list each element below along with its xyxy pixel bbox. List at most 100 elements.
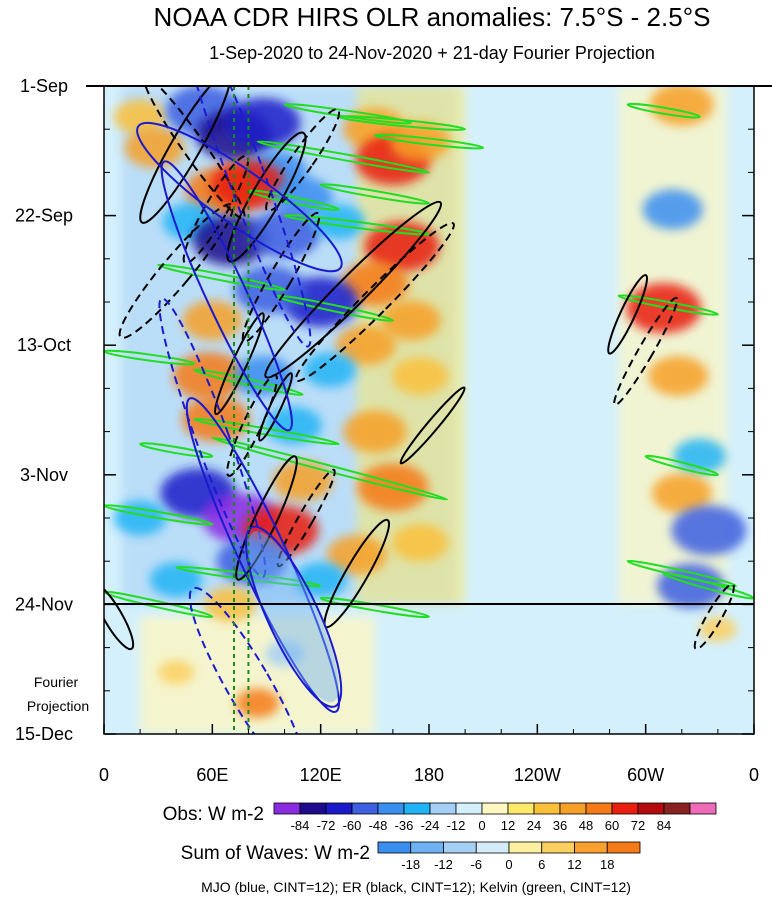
anomaly-blob-43 xyxy=(642,189,703,230)
mjo-contour-6 xyxy=(188,586,309,734)
obs-colorbar-level-1: -72 xyxy=(317,818,336,833)
waves-colorbar-level-2: -6 xyxy=(470,857,482,872)
x-tick-label-4: 120W xyxy=(514,765,561,785)
waves-colorbar-level-4: 6 xyxy=(538,857,545,872)
anomaly-blob-20 xyxy=(182,300,243,341)
obs-colorbar-level-12: 60 xyxy=(605,818,619,833)
waves-colorbar-swatch-3 xyxy=(475,841,510,854)
obs-colorbar-swatch-10 xyxy=(533,802,561,815)
anomaly-blob-45 xyxy=(648,356,709,397)
anomaly-blob-47 xyxy=(651,473,712,514)
obs-colorbar-level-4: -36 xyxy=(395,818,414,833)
kelvin-contour-7 xyxy=(157,263,286,292)
obs-colorbar-level-0: -84 xyxy=(291,818,310,833)
anomaly-blob-42 xyxy=(649,86,714,126)
obs-colorbar-swatch-13 xyxy=(611,802,639,815)
waves-colorbar-swatch-7 xyxy=(606,841,641,854)
mjo-projection-shading xyxy=(248,531,339,703)
obs-colorbar: Obs: W m-2 -84 -72 -60 -48 -36 -24 -12 0 12 24 36 48… xyxy=(163,802,717,833)
waves-colorbar-level-1: -12 xyxy=(434,857,453,872)
er-contour-2 xyxy=(182,154,250,265)
obs-colorbar-swatch-5 xyxy=(403,802,431,815)
waves-colorbar-level-0: -18 xyxy=(401,857,420,872)
waves-colorbar: Sum of Waves: W m-2 -18 -12 -6 0 6 12 18 xyxy=(181,841,641,872)
anomaly-blob-0 xyxy=(113,99,167,135)
obs-colorbar-level-13: 72 xyxy=(631,818,645,833)
obs-colorbar-swatch-2 xyxy=(325,802,353,815)
anomaly-blob-8 xyxy=(389,121,450,162)
footer-legend-text: MJO (blue, CINT=12); ER (black, CINT=12)… xyxy=(201,879,631,895)
obs-colorbar-swatch-15 xyxy=(663,802,691,815)
obs-colorbar-level-8: 12 xyxy=(501,818,515,833)
obs-colorbar-swatch-8 xyxy=(481,802,509,815)
er-contour-1 xyxy=(139,86,232,224)
anomaly-blob-22 xyxy=(380,300,441,341)
waves-colorbar-swatch-2 xyxy=(443,841,477,854)
waves-colorbar-level-6: 18 xyxy=(600,857,614,872)
anomaly-blob-27 xyxy=(182,396,250,442)
er-contour-12 xyxy=(399,386,466,465)
obs-colorbar-level-11: 48 xyxy=(579,818,593,833)
obs-colorbar-level-5: -24 xyxy=(421,818,440,833)
obs-colorbar-swatch-14 xyxy=(637,802,665,815)
obs-colorbar-swatch-6 xyxy=(429,802,457,815)
er-contour-9 xyxy=(214,312,265,416)
kelvin-contour-12 xyxy=(139,442,214,458)
anomaly-blob-46 xyxy=(673,438,727,474)
anomaly-blob-4 xyxy=(225,98,301,149)
anomaly-blob-36 xyxy=(326,535,387,576)
waves-colorbar-level-3: 0 xyxy=(505,857,512,872)
kelvin-contour-18 xyxy=(626,102,701,119)
er-contour-6 xyxy=(241,211,321,343)
anomaly-blob-29 xyxy=(342,410,407,453)
waves-colorbar-swatch-4 xyxy=(508,841,543,854)
anomaly-blob-38 xyxy=(391,523,449,562)
er-contour-19 xyxy=(104,583,135,651)
chart-subtitle: 1-Sep-2020 to 24-Nov-2020 + 21-day Fouri… xyxy=(209,43,655,63)
er-contour-8 xyxy=(294,221,455,383)
obs-colorbar-swatch-12 xyxy=(585,802,613,815)
projection-label: Fourier Projection xyxy=(27,674,89,714)
er-contour-0 xyxy=(142,86,246,220)
kelvin-contour-2 xyxy=(373,133,485,150)
obs-colorbar-swatch-1 xyxy=(299,802,327,815)
obs-colorbar-swatch-16 xyxy=(689,802,717,815)
obs-colorbar-level-14: 84 xyxy=(657,818,671,833)
er-contour-17 xyxy=(613,296,679,406)
obs-colorbar-swatch-11 xyxy=(559,802,587,815)
obs-colorbar-swatch-9 xyxy=(507,802,535,815)
obs-colorbar-swatch-7 xyxy=(455,802,483,815)
obs-colorbar-label: Obs: W m-2 xyxy=(163,804,264,825)
er-contour-14 xyxy=(276,468,336,568)
x-tick-label-1: 60E xyxy=(196,765,228,785)
anomaly-blob-52 xyxy=(158,660,195,685)
chart-title: NOAA CDR HIRS OLR anomalies: 7.5°S - 2.5… xyxy=(154,2,711,32)
er-contour-4 xyxy=(265,108,341,212)
anomaly-blob-49 xyxy=(657,563,725,609)
anomaly-blob-50 xyxy=(235,688,280,718)
x-tick-label-6: 0 xyxy=(749,765,759,785)
y-tick-label-4: 24-Nov xyxy=(15,594,73,614)
kelvin-contour-13 xyxy=(211,436,449,501)
x-tick-label-2: 120E xyxy=(300,765,342,785)
obs-colorbar-level-10: 36 xyxy=(553,818,567,833)
axes: 0 60E 120E 180 120W 60W 0 1-Sep 22-Sep 13-Oct 3-No… xyxy=(15,76,759,785)
obs-colorbar-level-9: 24 xyxy=(527,818,541,833)
obs-colorbar-level-3: -48 xyxy=(369,818,388,833)
obs-colorbar-level-6: -12 xyxy=(447,818,466,833)
y-tick-label-3: 3-Nov xyxy=(20,465,68,485)
y-tick-label-0: 1-Sep xyxy=(20,76,68,96)
er-contour-3 xyxy=(226,131,307,263)
x-tick-label-3: 180 xyxy=(414,765,444,785)
anomaly-blob-48 xyxy=(671,505,747,556)
reference-lines xyxy=(233,86,250,734)
x-tick-label-5: 60W xyxy=(627,765,664,785)
anomaly-blob-26 xyxy=(391,357,449,395)
mjo-contour-4 xyxy=(185,397,340,713)
anomaly-blob-25 xyxy=(303,352,356,388)
mjo-contour-2 xyxy=(160,160,293,432)
kelvin-contour-3 xyxy=(256,140,431,174)
er-contour-13 xyxy=(235,455,298,581)
waves-colorbar-swatch-0 xyxy=(377,841,412,854)
